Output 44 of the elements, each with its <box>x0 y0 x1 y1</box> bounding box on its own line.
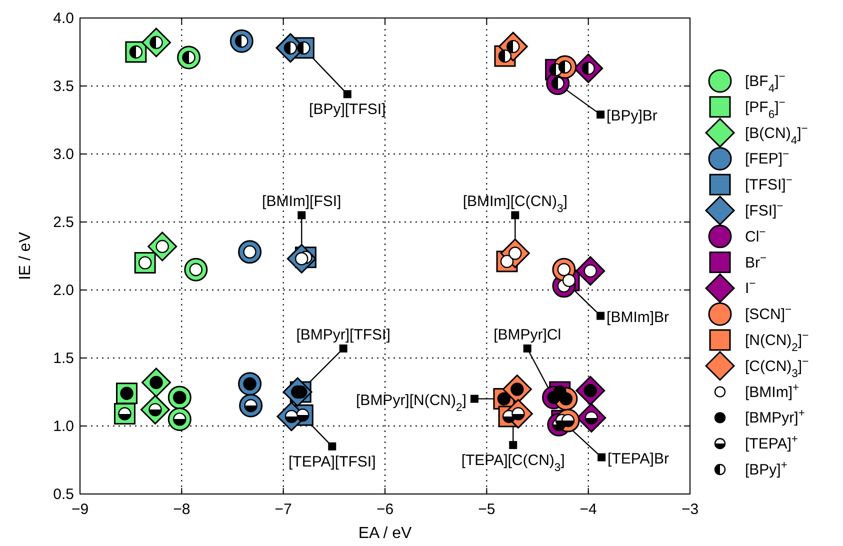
legend-label: [TFSI]$^{−}$ <box>745 174 793 194</box>
annotation: [TEPA][C(CN)$_{3}$] <box>461 452 565 474</box>
annotation: [BMIm][C(CN)$_{3}$] <box>462 193 568 216</box>
x-tick-label: −3 <box>681 501 699 518</box>
legend-label: [C(CN)$_{3}$]$^{−}$ <box>745 356 810 380</box>
legend-label: [BF$_{4}$]$^{−}$ <box>745 71 786 95</box>
legend-label: [B(CN)$_{4}$]$^{−}$ <box>745 122 808 147</box>
legend-label: Cl$^{−}$ <box>745 226 766 246</box>
x-tick-label: −6 <box>376 501 394 518</box>
annotation: [BMPyr][TFSI] <box>296 326 390 344</box>
y-axis-title: IE / eV <box>17 232 34 280</box>
annotation: [BPy][TFSI] <box>309 101 386 118</box>
annotation: [BPy]Br <box>606 108 658 125</box>
legend-label: [PF$_{6}$]$^{−}$ <box>745 96 786 121</box>
annotation: [TEPA]Br <box>608 450 669 468</box>
y-tick-label: 1.5 <box>53 350 74 367</box>
legend-label: I$^{−}$ <box>745 278 756 298</box>
legend-label: [BPy]$^{+}$ <box>745 460 788 478</box>
legend-label: [TEPA]$^{+}$ <box>745 434 798 453</box>
annotation: [TEPA][TFSI] <box>288 453 376 470</box>
legend-label: [FEP]$^{−}$ <box>745 148 790 168</box>
legend-label: [BMPyr]$^{+}$ <box>745 408 806 427</box>
x-tick-label: −4 <box>580 501 597 518</box>
legend-label: Br$^{−}$ <box>745 252 767 272</box>
x-tick-label: −8 <box>173 501 190 518</box>
x-axis-title: EA / eV <box>358 525 412 542</box>
annotation: [BMPyr][N(CN)$_{2}$] <box>356 392 466 414</box>
y-tick-label: 3.5 <box>53 78 74 95</box>
x-tick-label: −5 <box>478 501 496 518</box>
x-tick-label: −7 <box>274 501 292 518</box>
y-tick-label: 4.0 <box>53 10 74 27</box>
annotation: [BMIm][FSI] <box>262 193 342 210</box>
y-tick-label: 2.5 <box>53 214 74 231</box>
y-tick-label: 0.5 <box>53 486 74 503</box>
annotation: [BMPyr]Cl <box>494 326 562 344</box>
legend-label: [BMIm]$^{+}$ <box>745 382 800 401</box>
legend-label: [N(CN)$_{2}$]$^{−}$ <box>745 330 810 354</box>
x-tick-label: −9 <box>71 501 89 518</box>
legend-label: [SCN]$^{−}$ <box>745 304 792 324</box>
y-tick-label: 1.0 <box>53 418 74 435</box>
y-tick-label: 2.0 <box>53 282 74 299</box>
legend-label: [FSI]$^{−}$ <box>745 200 784 220</box>
annotation: [BMIm]Br <box>606 308 670 326</box>
y-tick-label: 3.0 <box>53 146 74 163</box>
